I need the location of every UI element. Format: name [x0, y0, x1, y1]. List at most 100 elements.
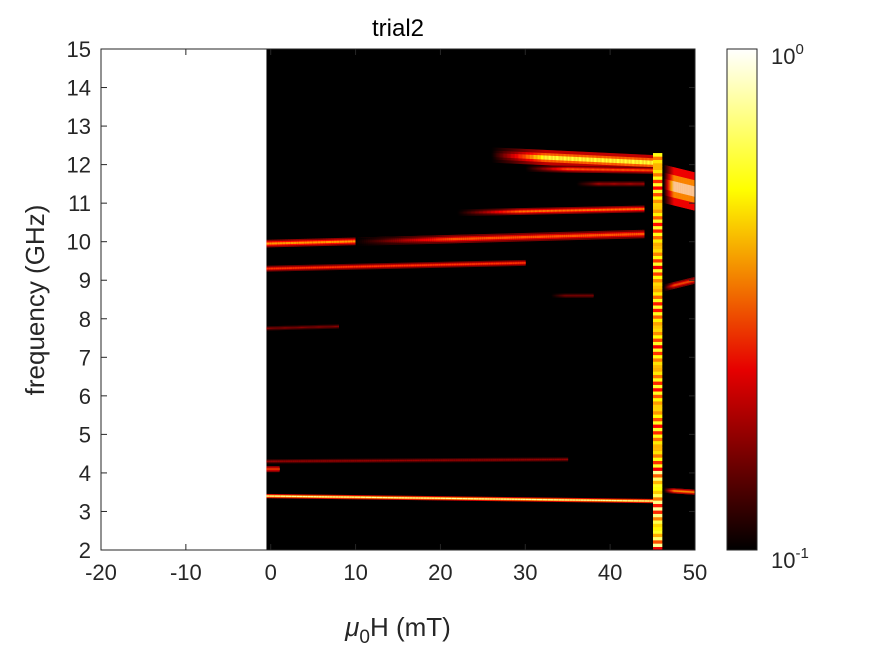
heatmap-cell: [415, 497, 419, 499]
heatmap-cell: [336, 325, 338, 328]
heatmap-cell: [581, 157, 583, 162]
heatmap-cell: [565, 234, 569, 238]
heatmap-cell: [272, 327, 274, 329]
heatmap-cell: [581, 209, 584, 212]
heatmap-cell: [314, 326, 316, 328]
heatmap-cell: [582, 209, 585, 212]
heatmap-cell: [408, 264, 412, 267]
heatmap-cell: [320, 326, 321, 328]
chart-title: trial2: [372, 15, 424, 42]
heatmap-cell: [600, 183, 602, 185]
heatmap-cell: [471, 263, 474, 265]
heatmap-cell: [632, 183, 634, 185]
heatmap-cell: [631, 159, 634, 164]
heatmap-cell: [565, 168, 567, 171]
heatmap-cell: [342, 266, 345, 268]
heatmap-cell: [454, 497, 458, 500]
heatmap-cell: [484, 262, 487, 265]
heatmap-cell: [528, 210, 530, 213]
heatmap-cell: [305, 460, 308, 462]
heatmap-cell: [624, 159, 627, 164]
heatmap-cell: [475, 263, 478, 265]
heatmap-cell: [556, 209, 558, 212]
heatmap-cell: [522, 210, 525, 213]
heatmap-cell: [577, 183, 579, 185]
heatmap-cell: [596, 183, 598, 185]
heatmap-cell: [651, 169, 653, 172]
heatmap-cell: [306, 326, 308, 328]
heatmap-cell: [420, 497, 425, 499]
heatmap-cell: [609, 183, 611, 185]
heatmap-cell: [288, 495, 292, 497]
heatmap-cell: [459, 497, 463, 500]
heatmap-cell: [559, 458, 562, 461]
heatmap-cell: [592, 234, 596, 237]
heatmap-cell: [298, 326, 300, 329]
heatmap-cell: [588, 183, 590, 185]
heatmap-cell: [333, 266, 336, 268]
heatmap-cell: [344, 240, 348, 243]
heatmap-cell: [509, 153, 512, 158]
heatmap-cell: [584, 168, 586, 171]
heatmap-cell: [556, 458, 560, 461]
heatmap-cell: [514, 210, 517, 213]
heatmap-cell: [487, 498, 491, 500]
heatmap-cell: [329, 326, 331, 328]
heatmap-cell: [378, 239, 381, 243]
heatmap-cell: [587, 183, 589, 185]
heatmap-cell: [547, 235, 550, 238]
heatmap-cell: [633, 183, 635, 185]
heatmap-cell: [538, 235, 542, 238]
heatmap-cell: [469, 211, 472, 214]
heatmap-cell: [536, 210, 538, 213]
heatmap-cell: [279, 267, 282, 270]
heatmap-cell: [561, 168, 563, 170]
heatmap-cell: [569, 499, 573, 501]
heatmap-cell: [466, 263, 469, 265]
heatmap-cell: [628, 169, 631, 171]
heatmap-cell: [638, 183, 640, 185]
heatmap-cell: [602, 183, 604, 185]
heatmap-cell: [495, 498, 499, 500]
heatmap-cell: [334, 326, 336, 328]
heatmap-cell: [553, 155, 556, 161]
heatmap-cell: [616, 158, 619, 164]
heatmap-cell: [498, 498, 502, 500]
heatmap-cell: [337, 460, 341, 462]
heatmap-cell: [592, 157, 595, 162]
heatmap-cell: [542, 167, 544, 170]
heatmap-cell: [307, 460, 310, 462]
heatmap-cell: [382, 460, 386, 462]
heatmap-cell: [311, 326, 313, 328]
heatmap-cell: [581, 168, 583, 171]
heatmap-cell: [613, 233, 616, 236]
heatmap-cell: [431, 497, 436, 499]
heatmap-cell: [601, 183, 603, 185]
heatmap-cell: [586, 499, 590, 501]
heatmap-cell: [623, 183, 625, 185]
heatmap-cell: [316, 266, 319, 269]
heatmap-cell: [303, 326, 305, 328]
heatmap-cell: [397, 264, 400, 267]
heatmap-cell: [312, 241, 316, 244]
heatmap-cell: [323, 326, 325, 328]
heatmap-cell: [582, 168, 584, 171]
heatmap-cell: [299, 326, 301, 329]
heatmap-cell: [639, 160, 642, 165]
heatmap-cell: [605, 168, 607, 171]
heatmap-cell: [576, 168, 578, 171]
heatmap-cell: [292, 460, 295, 462]
heatmap-cell: [520, 459, 523, 461]
heatmap-cell: [542, 155, 544, 160]
heatmap-cell: [591, 168, 593, 171]
heatmap-cell: [271, 242, 275, 245]
heatmap-cell: [446, 238, 449, 241]
heatmap-cell: [324, 460, 328, 462]
heatmap-cell: [281, 327, 283, 329]
heatmap-cell: [497, 236, 501, 240]
heatmap-cell: [629, 183, 631, 185]
heatmap-cell: [618, 168, 621, 171]
heatmap-cell: [604, 168, 606, 171]
heatmap-cell: [548, 167, 551, 170]
heatmap-cell: [296, 327, 298, 329]
